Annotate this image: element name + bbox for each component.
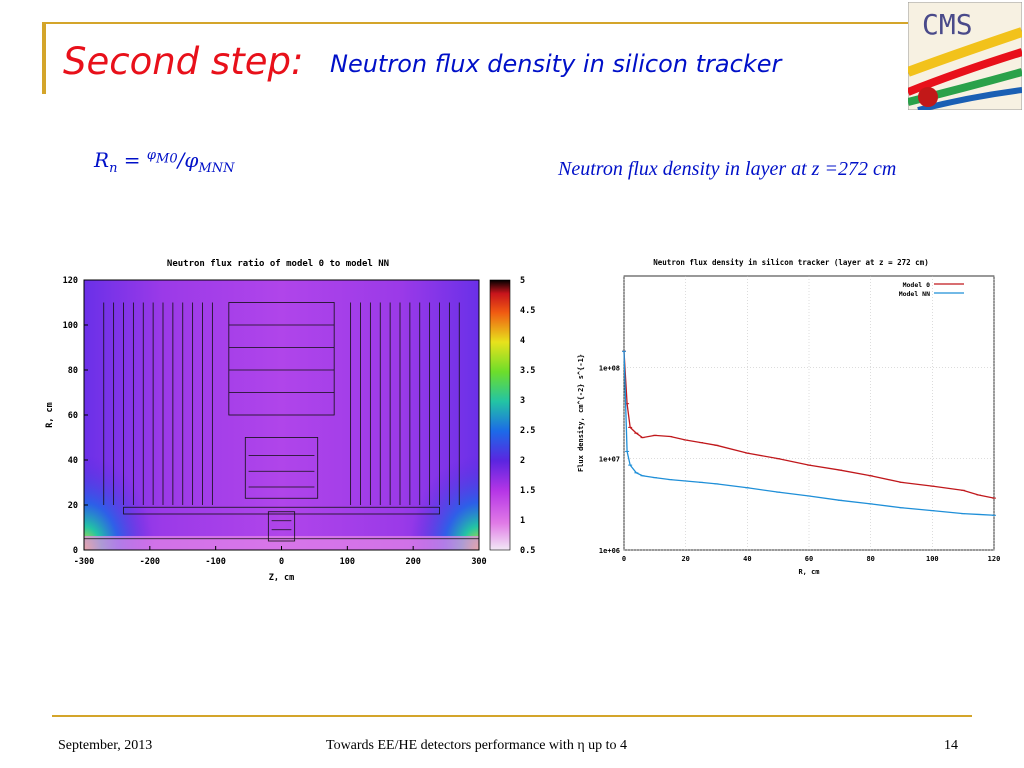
heatmap-ytick-label: 60 xyxy=(68,411,78,421)
detector-outline xyxy=(84,302,479,542)
slide-title: Second step: xyxy=(63,40,304,83)
heatmap-xtick-label: 300 xyxy=(471,557,486,567)
heatmap-ytick-label: 80 xyxy=(68,366,78,376)
heatmap-xtick-label: 100 xyxy=(340,557,355,567)
line-chart-ytick-label: 1e+07 xyxy=(599,456,620,464)
heatmap-xtick-label: -100 xyxy=(205,557,225,567)
line-chart-xtick-label: 60 xyxy=(805,555,813,563)
colorbar-tick-label: 3 xyxy=(520,396,525,406)
footer-date: September, 2013 xyxy=(58,738,153,753)
heatmap-ylabel: R, cm xyxy=(45,402,55,428)
header-accent xyxy=(42,22,46,94)
heatmap-ytick-label: 0 xyxy=(73,546,78,556)
line-chart-xlabel: R, cm xyxy=(798,568,819,576)
heatmap-xtick-label: -300 xyxy=(74,557,94,567)
ratio-formula: Rn = φM0/φMNN xyxy=(94,148,235,176)
line-chart-xtick-label: 80 xyxy=(866,555,874,563)
series-line-0 xyxy=(623,351,995,499)
heatmap-base-band xyxy=(84,536,479,550)
header-line xyxy=(42,22,912,24)
colorbar-tick-label: 4 xyxy=(520,336,525,346)
line-chart-xtick-label: 0 xyxy=(622,555,626,563)
colorbar-tick-label: 2.5 xyxy=(520,426,535,436)
heatmap-xtick-label: 0 xyxy=(279,557,284,567)
line-chart-ytick-label: 1e+06 xyxy=(599,547,620,555)
colorbar-tick-label: 3.5 xyxy=(520,366,535,376)
flux-ratio-heatmap: Neutron flux ratio of model 0 to model N… xyxy=(45,258,535,583)
slide-subtitle: Neutron flux density in silicon tracker xyxy=(330,50,782,78)
line-chart-xtick-label: 20 xyxy=(681,555,689,563)
heatmap-ytick-label: 100 xyxy=(63,321,78,331)
colorbar-tick-label: 5 xyxy=(520,276,525,286)
svg-text:CMS: CMS xyxy=(922,8,973,41)
page-number: 14 xyxy=(944,738,958,753)
heatmap-ytick-label: 40 xyxy=(68,456,78,466)
legend-label: Model 0 xyxy=(903,281,930,289)
legend-label: Model NN xyxy=(899,290,930,298)
heatmap-xtick-label: -200 xyxy=(140,557,160,567)
heatmap-title: Neutron flux ratio of model 0 to model N… xyxy=(167,258,389,269)
heatmap-ytick-label: 20 xyxy=(68,501,78,511)
heatmap-hotspot-right xyxy=(409,455,479,550)
colorbar-tick-label: 1.5 xyxy=(520,486,535,496)
line-chart-ylabel: Flux density, cm^{-2} s^{-1} xyxy=(577,354,585,472)
line-chart-xtick-label: 120 xyxy=(988,555,1001,563)
heatmap-ytick-label: 120 xyxy=(63,276,78,286)
heatmap-colorbar xyxy=(489,279,511,551)
colorbar-tick-label: 1 xyxy=(520,516,525,526)
colorbar-tick-label: 2 xyxy=(520,456,525,466)
line-chart-xtick-label: 100 xyxy=(926,555,939,563)
heatmap-hotspot-left xyxy=(84,455,154,550)
heatmap-xlabel: Z, cm xyxy=(269,573,295,583)
right-chart-caption: Neutron flux density in layer at z =272 … xyxy=(558,158,897,180)
line-chart-frame xyxy=(623,275,995,551)
flux-density-chart: Neutron flux density in silicon tracker … xyxy=(577,258,1001,576)
footer-line xyxy=(52,715,972,717)
line-chart-xtick-label: 40 xyxy=(743,555,751,563)
heatmap-xtick-label: 200 xyxy=(405,557,420,567)
cms-logo-icon: CMS xyxy=(908,2,1022,110)
colorbar-tick-label: 0.5 xyxy=(520,546,535,556)
colorbar-tick-label: 4.5 xyxy=(520,306,535,316)
footer-title: Towards EE/HE detectors performance with… xyxy=(326,738,628,753)
line-chart-ytick-label: 1e+08 xyxy=(599,364,620,372)
line-chart-title: Neutron flux density in silicon tracker … xyxy=(653,258,928,267)
